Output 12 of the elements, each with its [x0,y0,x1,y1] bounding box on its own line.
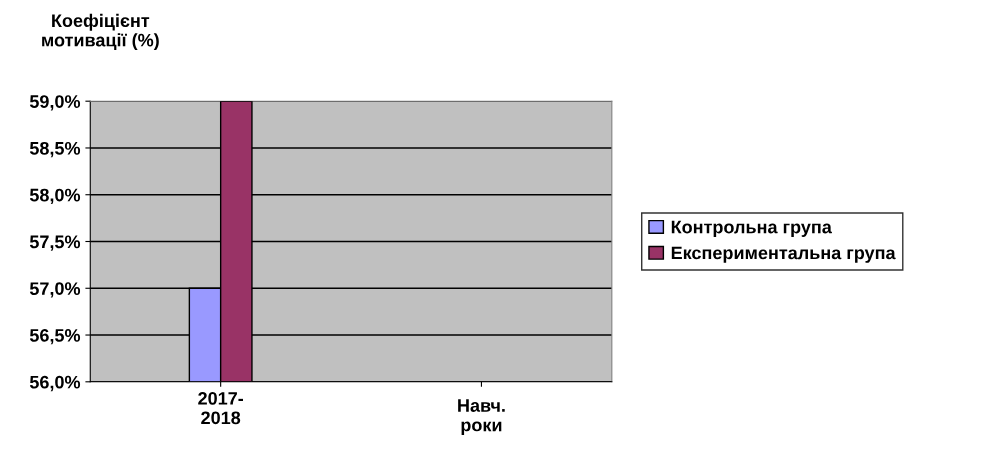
y-tick-label: 58,5% [29,141,81,158]
legend-label: Контрольна група [671,220,832,237]
y-tick-label: 56,5% [29,328,81,345]
y-tick-label: 58,0% [29,188,81,205]
x-tick-label: 2017- 2018 [198,392,244,425]
y-tick-label: 56,0% [29,375,81,392]
y-tick-label: 57,5% [29,235,81,251]
legend-label: Експериментальна група [671,246,896,263]
y-tick-label: 57,0% [29,282,81,298]
x-axis-title: Навч. роки [458,399,505,435]
y-tick-label: 59,0% [29,95,81,111]
y-axis-title: Коефіцієнт мотивації (%) [42,13,159,51]
